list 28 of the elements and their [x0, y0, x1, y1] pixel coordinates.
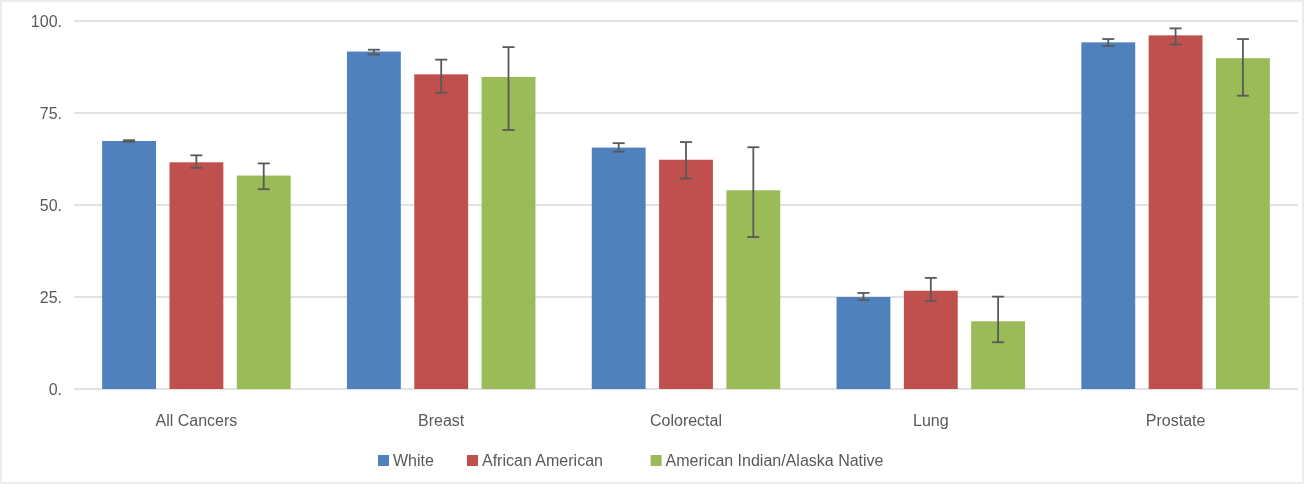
bar — [102, 140, 157, 389]
bar — [236, 175, 291, 389]
bar — [1081, 42, 1136, 389]
x-tick-label: Breast — [418, 412, 465, 429]
x-tick-label: Colorectal — [649, 412, 723, 429]
x-tick-label: All Cancers — [155, 412, 238, 429]
bar — [481, 76, 536, 389]
y-tick-label: 100. — [30, 12, 62, 30]
bar — [169, 162, 224, 389]
bar — [414, 74, 469, 389]
y-tick-label: 25. — [39, 288, 62, 306]
legend-label: American Indian/Alaska Native — [665, 452, 884, 469]
bar — [1148, 35, 1203, 389]
y-tick-label: 75. — [39, 104, 62, 122]
legend-label: White — [393, 452, 434, 469]
bar — [591, 147, 646, 389]
y-tick-label: 0. — [48, 380, 62, 398]
bar — [346, 51, 401, 389]
x-tick-label: Prostate — [1145, 412, 1206, 429]
bar — [726, 190, 781, 389]
bar — [836, 297, 891, 389]
bar — [903, 290, 958, 389]
legend-label: African American — [482, 452, 603, 469]
x-tick-label: Lung — [913, 412, 949, 429]
bar — [1215, 58, 1270, 389]
y-tick-label: 50. — [39, 196, 62, 214]
bar — [971, 321, 1026, 389]
bar — [659, 159, 713, 389]
